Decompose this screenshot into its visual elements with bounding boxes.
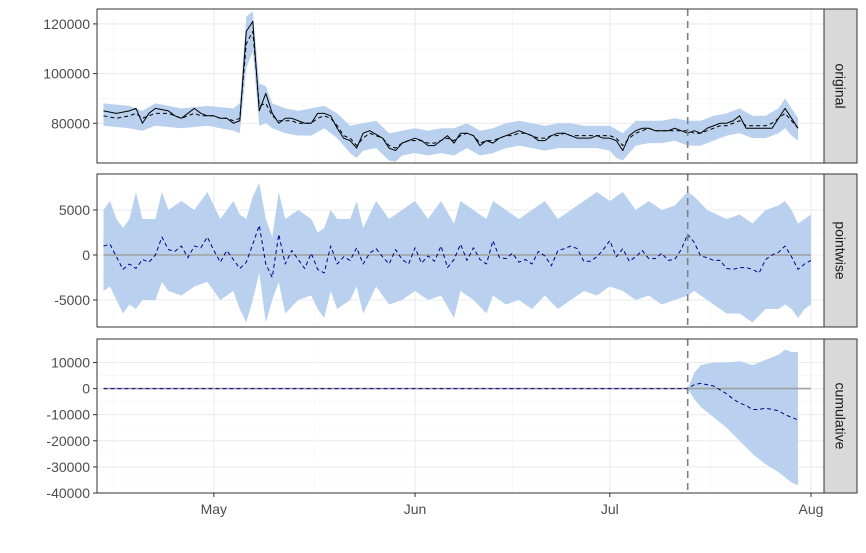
y-tick-label: -20000 bbox=[46, 433, 90, 449]
y-tick-label: 5000 bbox=[59, 202, 90, 218]
x-tick-label: Jun bbox=[404, 501, 427, 517]
facet-strip-label: pointwise bbox=[833, 221, 849, 280]
series-predicted bbox=[103, 30, 799, 149]
series-pointwise-effect bbox=[103, 224, 812, 278]
facet-strip-label: original bbox=[833, 63, 849, 108]
y-tick-label: 120000 bbox=[43, 16, 90, 32]
y-tick-label: 80000 bbox=[51, 115, 90, 131]
confidence-band bbox=[103, 349, 799, 486]
y-tick-label: -30000 bbox=[46, 459, 90, 475]
y-tick-label: -10000 bbox=[46, 407, 90, 423]
series-cumulative-effect bbox=[103, 382, 799, 421]
y-tick-label: 0 bbox=[82, 381, 90, 397]
series-actual bbox=[103, 20, 799, 152]
facet-strip-label: cumulative bbox=[833, 383, 849, 450]
panel-cumulative: -40000 -30000 -20000 -10000 0 10000 cumulative bbox=[46, 338, 858, 501]
x-tick-label: May bbox=[201, 501, 227, 517]
x-tick-label: Aug bbox=[799, 501, 824, 517]
x-tick-label: Jul bbox=[601, 501, 619, 517]
y-tick-label: 0 bbox=[82, 247, 90, 263]
y-tick-label: 10000 bbox=[51, 354, 90, 370]
confidence-band bbox=[103, 11, 799, 162]
y-tick-label: -5000 bbox=[54, 292, 90, 308]
y-tick-label: 100000 bbox=[43, 66, 90, 82]
facet-strip bbox=[823, 8, 858, 164]
facet-strip bbox=[823, 338, 858, 494]
panel-pointwise: -5000 0 5000 pointwise bbox=[54, 173, 858, 328]
y-tick-label: -40000 bbox=[46, 485, 90, 501]
panel-original: 80000 100000 120000 original bbox=[43, 8, 858, 164]
facet-strip bbox=[823, 173, 858, 328]
